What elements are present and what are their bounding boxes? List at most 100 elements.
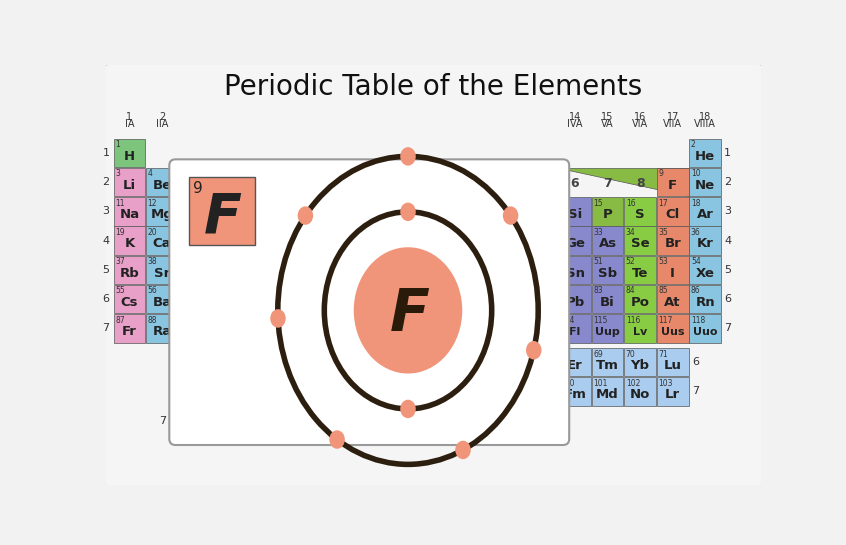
FancyBboxPatch shape (624, 314, 656, 343)
Text: 6: 6 (102, 294, 110, 304)
Text: 4: 4 (147, 169, 152, 178)
Text: 2: 2 (102, 177, 110, 187)
Text: VIIIA: VIIIA (695, 119, 717, 129)
Text: Pb: Pb (565, 296, 585, 309)
Text: 20: 20 (147, 228, 157, 237)
Text: Cl: Cl (666, 208, 680, 221)
Text: 3: 3 (102, 207, 110, 216)
Text: Uuo: Uuo (693, 327, 717, 337)
FancyBboxPatch shape (591, 348, 624, 377)
FancyBboxPatch shape (624, 285, 656, 313)
Text: 87: 87 (115, 316, 124, 325)
FancyBboxPatch shape (113, 285, 146, 313)
Text: No: No (630, 389, 651, 402)
Text: IVA: IVA (568, 119, 583, 129)
Text: Yb: Yb (630, 359, 650, 372)
Ellipse shape (400, 203, 415, 221)
Text: 19: 19 (115, 228, 124, 237)
Text: 50: 50 (561, 257, 570, 266)
Text: IIA: IIA (156, 119, 168, 129)
FancyBboxPatch shape (689, 285, 721, 313)
Text: Rb: Rb (119, 267, 140, 280)
Text: Bk: Bk (442, 419, 459, 429)
Text: 15: 15 (602, 112, 613, 122)
Text: 6: 6 (692, 357, 700, 367)
FancyBboxPatch shape (689, 256, 721, 284)
Text: 38: 38 (147, 257, 157, 266)
Text: VA: VA (602, 119, 614, 129)
Text: 115: 115 (593, 316, 607, 325)
Text: 3: 3 (115, 169, 120, 178)
Text: Uup: Uup (596, 327, 620, 337)
Text: Sn: Sn (565, 267, 585, 280)
FancyBboxPatch shape (689, 197, 721, 226)
Text: He: He (695, 150, 715, 163)
FancyBboxPatch shape (624, 377, 656, 405)
Text: Md: Md (596, 389, 619, 402)
Text: As: As (598, 238, 617, 251)
FancyBboxPatch shape (467, 407, 498, 435)
Text: 85: 85 (658, 286, 668, 295)
Text: 5: 5 (102, 265, 110, 275)
Text: Ra: Ra (152, 325, 172, 338)
FancyBboxPatch shape (104, 64, 763, 487)
FancyBboxPatch shape (146, 256, 178, 284)
Text: 117: 117 (658, 316, 673, 325)
FancyBboxPatch shape (624, 348, 656, 377)
FancyBboxPatch shape (656, 226, 689, 255)
FancyBboxPatch shape (499, 407, 531, 435)
Text: 17: 17 (658, 198, 668, 208)
Text: F: F (390, 287, 430, 343)
Text: 52: 52 (626, 257, 635, 266)
FancyBboxPatch shape (656, 348, 689, 377)
Text: 2: 2 (159, 112, 165, 122)
FancyBboxPatch shape (559, 314, 591, 343)
Text: Lr: Lr (665, 389, 680, 402)
Text: 7: 7 (603, 177, 612, 190)
Text: 33: 33 (593, 228, 603, 237)
Text: 82: 82 (561, 286, 570, 295)
Ellipse shape (329, 431, 345, 449)
FancyBboxPatch shape (689, 138, 721, 167)
Text: 12: 12 (147, 198, 157, 208)
Text: Np: Np (311, 419, 328, 429)
Text: 51: 51 (593, 257, 603, 266)
Text: 2: 2 (691, 140, 695, 149)
Ellipse shape (526, 341, 541, 360)
FancyBboxPatch shape (337, 407, 369, 435)
FancyBboxPatch shape (206, 407, 239, 435)
FancyBboxPatch shape (656, 168, 689, 196)
FancyBboxPatch shape (190, 177, 255, 245)
Text: 88: 88 (147, 316, 157, 325)
Text: Ge: Ge (565, 238, 585, 251)
FancyBboxPatch shape (624, 226, 656, 255)
Text: Fm: Fm (563, 389, 586, 402)
FancyBboxPatch shape (559, 226, 591, 255)
FancyBboxPatch shape (113, 138, 146, 167)
Text: Uus: Uus (661, 327, 684, 337)
Text: Lu: Lu (663, 359, 682, 372)
Text: Ba: Ba (152, 296, 172, 309)
FancyBboxPatch shape (402, 407, 433, 435)
Text: 6: 6 (571, 177, 580, 190)
Text: 97: 97 (436, 408, 444, 413)
Text: 15: 15 (593, 198, 603, 208)
Text: 102: 102 (626, 379, 640, 388)
Text: Ac: Ac (182, 419, 197, 429)
FancyBboxPatch shape (559, 377, 591, 405)
FancyBboxPatch shape (624, 256, 656, 284)
FancyBboxPatch shape (146, 226, 178, 255)
FancyBboxPatch shape (146, 314, 178, 343)
Text: 86: 86 (691, 286, 700, 295)
Text: 56: 56 (147, 286, 157, 295)
Text: 16: 16 (634, 112, 646, 122)
Text: 10: 10 (691, 169, 700, 178)
Text: Mg: Mg (151, 208, 173, 221)
Text: 11: 11 (115, 198, 124, 208)
FancyBboxPatch shape (146, 285, 178, 313)
Text: 9: 9 (194, 181, 203, 196)
Text: 94: 94 (338, 408, 346, 413)
Text: Lv: Lv (633, 327, 647, 337)
Ellipse shape (270, 309, 286, 328)
FancyBboxPatch shape (146, 197, 178, 226)
